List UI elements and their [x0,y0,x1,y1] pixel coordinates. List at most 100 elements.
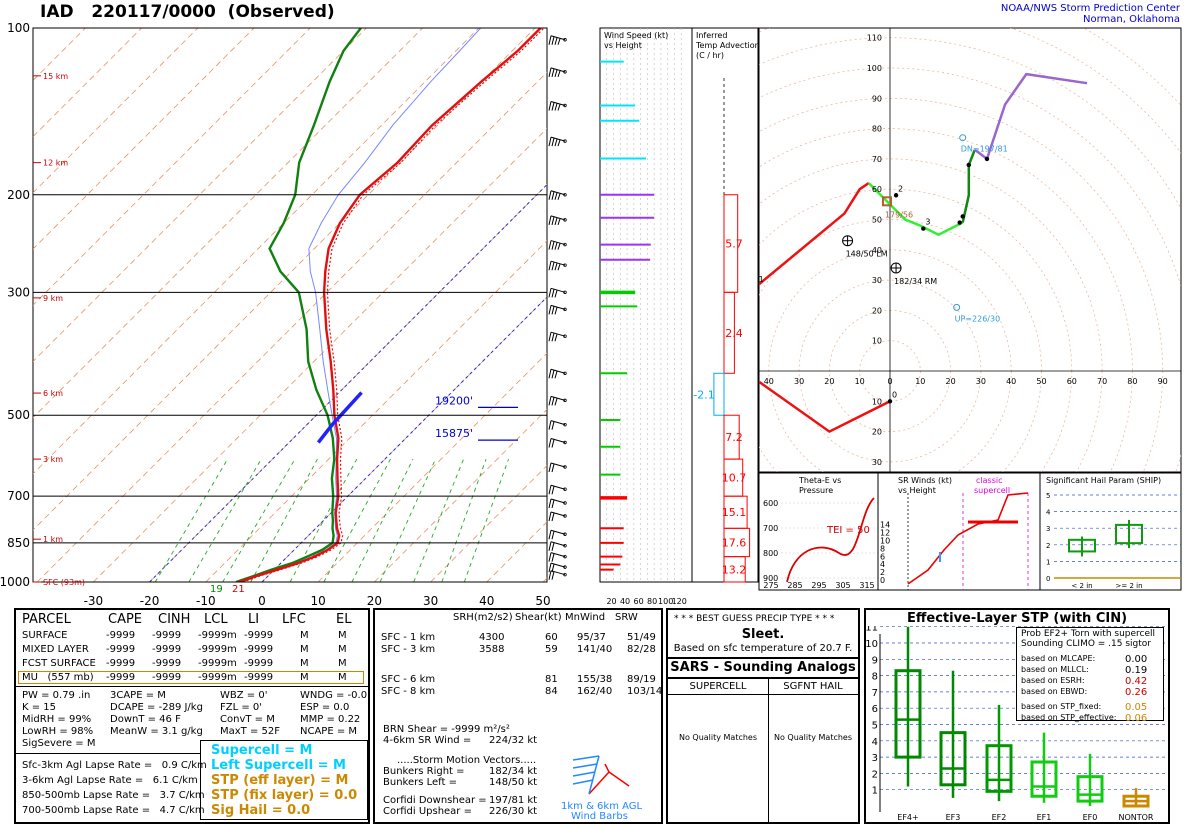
theta-e-title: Theta-E vs [798,476,841,485]
temperature-tick-label: -30 [84,594,104,607]
wind-barb-staff [550,420,566,426]
parcel-cell: -9999 [244,672,274,683]
wind-barb-feather [557,193,561,200]
hodograph-x-tick: 80 [1127,377,1137,386]
hodograph-trace [759,182,870,286]
kinematics-cell: 155/38 [577,674,613,685]
wind-barb-feather [551,36,555,45]
mixing-ratio-line [351,458,414,582]
hodograph-y-tick: 40 [872,246,882,255]
org-line-1: NOAA/NWS Storm Prediction Center [1000,3,1180,14]
sig-hail-value: Sig Hail = 0.0 [211,803,311,818]
stp-title: Effective-Layer STP (with CIN) [906,611,1128,626]
composite-block: Supercell = M Left Supercell = M STP (ef… [200,740,368,820]
pressure-tick-label: 500 [7,408,30,422]
advection-value: 15.1 [722,506,747,519]
index-value: WNDG = -0.0 [300,690,368,701]
parcel-marker [312,555,316,559]
prob-title-1: Prob EF2+ Torn with supercell [1021,629,1156,639]
ship-category-label: >= 2 in [1115,582,1142,590]
advection-units: (C / hr) [696,51,724,60]
wind-barb-feather [554,290,558,298]
sars-hail-text: No Quality Matches [773,733,853,742]
wind-barb-feather [551,191,555,200]
height-label: 6 km [43,389,63,398]
wind-barb-feather [551,102,555,111]
corfidi-down-value: 197/81 kt [489,795,538,806]
wind-barb-station [563,440,567,445]
sars-supercell-text: No Quality Matches [678,733,758,742]
parcel-cell: -9999 [152,630,182,641]
hodograph-level-label: 1 [759,275,764,284]
parcel-header-parcel: PARCEL [22,612,71,627]
wind-barb-feather [548,485,552,495]
wind-barb-feather [551,216,555,226]
theta-e-y-tick: 700 [763,524,778,533]
barb-1km [588,763,610,795]
temperature-tick-label: 0 [258,594,266,607]
parcel-cell: -9999 [106,644,136,655]
wind-barb-feather [557,218,561,226]
hodograph-trace [974,72,1088,161]
height-label: 12 km [43,159,68,168]
wind-barb-feather [557,104,561,111]
stp-y-tick: 10 [866,639,878,650]
index-value: WBZ = 0' [220,690,268,701]
wind-barb-feather [548,240,552,250]
index-value: DownT = 46 F [110,714,181,725]
wind-barb-staff [550,101,566,106]
wind-barb-staff [550,484,566,490]
hodograph-point [957,220,962,225]
wind-barb-feather [548,552,552,562]
ship-panel: Significant Hail Param (SHIP) 0 1 2 3 4 5 < 2 i… [1039,472,1182,591]
parcel-cell: M [300,658,309,669]
parcel-cell: -9999 [106,672,136,683]
wind-barb-feather [548,396,552,406]
wind-barb-station [563,501,567,505]
kinematics-cell: 4300 [479,632,505,643]
lapse-rate-value: Sfc-3km Agl Lapse Rate = 0.9 C/km [22,760,207,771]
parcel-cell: M [338,658,347,669]
corfidi-up-label: Corfidi Upshear = [383,806,472,817]
stp-y-tick: 8 [872,672,878,683]
wind-barb-feather [551,531,555,540]
kinematics-cell: SFC - 3 km [381,644,436,655]
wind-barb-station [563,103,567,108]
hodograph-y-tick: 100 [867,64,882,73]
wind-barb-feather [551,262,555,271]
prob-title-2: Sounding CLIMO = .15 sigtor [1021,639,1151,649]
ship-category-label: < 2 in [1071,582,1092,590]
hodograph-y-tick: 110 [867,34,882,43]
sr-winds-trace [907,492,1029,585]
hodograph-y-tick: 10 [872,337,882,346]
hodograph-y-tick: 10 [872,397,882,406]
wind-barb-feather [551,542,555,551]
isotherm-line [374,408,547,582]
wind-barb-feather [548,261,552,271]
wind-barb-feather [554,103,558,111]
wind-barb-feather [548,570,552,580]
barb-label-2: Wind Barbs [571,811,628,822]
wind-barb-staff [550,562,566,568]
parcel-cell: SURFACE [22,630,68,641]
wind-barb-station [563,532,567,536]
wind-barb-feather [548,438,552,448]
corfidi-down-label: Corfidi Downshear = [383,795,487,806]
wind-barb-feather [548,563,552,573]
lapse-rate-value: 850-500mb Lapse Rate = 3.7 C/km [22,790,205,801]
stp-y-tick: 11 [866,626,878,634]
mixing-ratio-line [188,458,262,582]
hodograph-x-tick: 0 [887,377,892,386]
parcel-cell: FCST SURFACE [22,658,96,669]
hodograph-x-tick: 20 [946,377,956,386]
stp-y-tick: 2 [872,769,878,780]
wind-barb-feather [548,530,552,540]
wind-barb-staff [550,541,566,547]
index-value: MeanW = 3.1 g/kg [110,726,203,737]
dewpoint-trace [235,28,362,582]
isotherm-line [317,352,547,582]
wind-barb-feather [548,498,552,509]
org-line-2: Norman, Oklahoma [1083,14,1180,25]
